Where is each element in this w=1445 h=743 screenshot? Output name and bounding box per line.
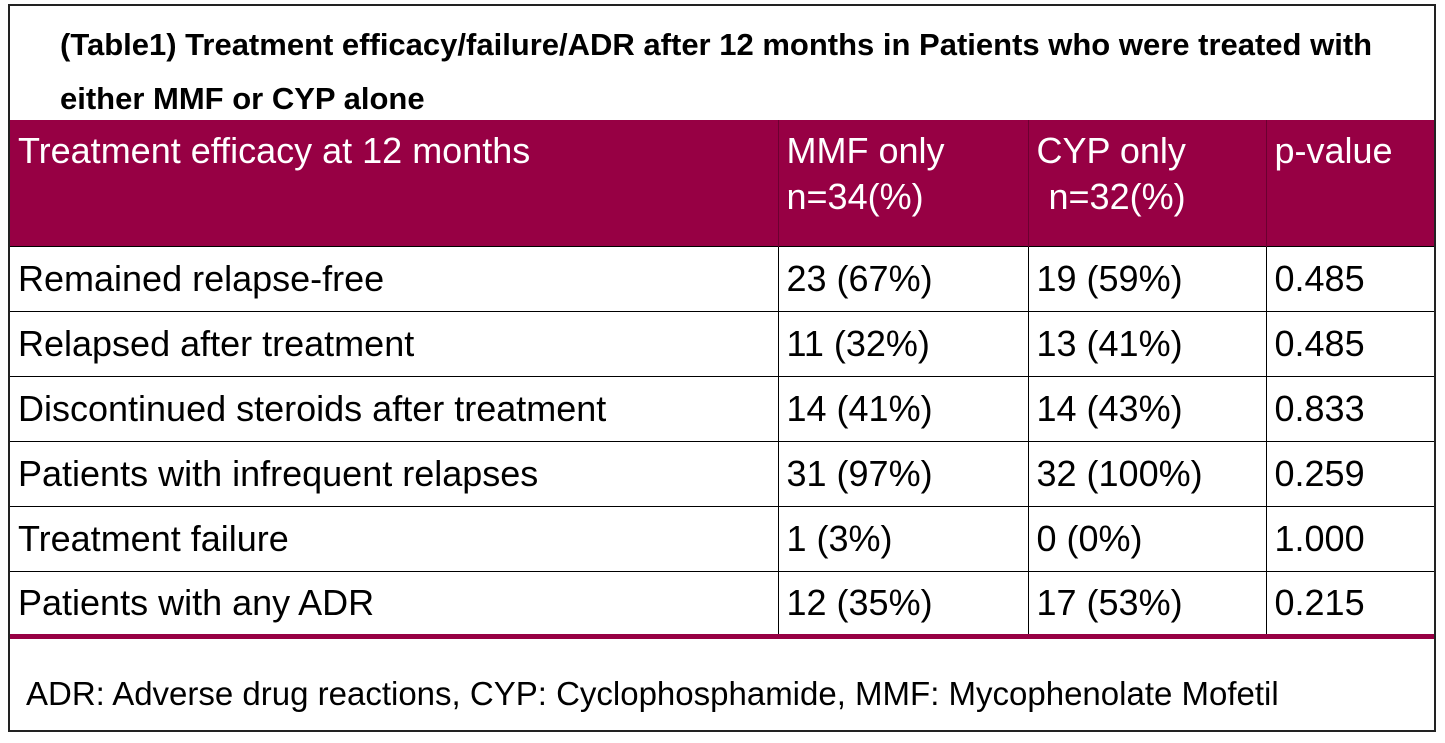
header-cyp-only: CYP only n=32(%) xyxy=(1028,120,1267,246)
header-p-value: p-value xyxy=(1266,120,1434,246)
row-label: Discontinued steroids after treatment xyxy=(10,375,779,441)
table-title: (Table1) Treatment efficacy/failure/ADR … xyxy=(60,27,1373,116)
table-row: Remained relapse-free 23 (67%) 19 (59%) … xyxy=(10,245,1434,311)
mmf-value: 14 (41%) xyxy=(778,375,1029,441)
p-value: 0.833 xyxy=(1266,375,1434,441)
header-treatment-efficacy: Treatment efficacy at 12 months xyxy=(10,120,779,246)
cyp-value: 14 (43%) xyxy=(1028,375,1267,441)
row-label: Relapsed after treatment xyxy=(10,310,779,376)
cyp-value: 32 (100%) xyxy=(1028,440,1267,506)
table-figure: (Table1) Treatment efficacy/failure/ADR … xyxy=(8,4,1436,732)
p-value: 0.485 xyxy=(1266,310,1434,376)
cyp-value: 13 (41%) xyxy=(1028,310,1267,376)
table-row: Treatment failure 1 (3%) 0 (0%) 1.000 xyxy=(10,505,1434,571)
mmf-value: 31 (97%) xyxy=(778,440,1029,506)
table-row: Relapsed after treatment 11 (32%) 13 (41… xyxy=(10,310,1434,376)
header-mmf-only: MMF only n=34(%) xyxy=(778,120,1029,246)
mmf-value: 23 (67%) xyxy=(778,245,1029,311)
mmf-value: 1 (3%) xyxy=(778,505,1029,571)
cyp-value: 19 (59%) xyxy=(1028,245,1267,311)
results-table: Treatment efficacy at 12 months MMF only… xyxy=(10,120,1434,639)
table-footnote: ADR: Adverse drug reactions, CYP: Cyclop… xyxy=(26,675,1279,712)
row-label: Remained relapse-free xyxy=(10,245,779,311)
mmf-value: 12 (35%) xyxy=(778,570,1029,639)
p-value: 1.000 xyxy=(1266,505,1434,571)
p-value: 0.485 xyxy=(1266,245,1434,311)
row-label: Patients with any ADR xyxy=(10,570,779,639)
cyp-value: 17 (53%) xyxy=(1028,570,1267,639)
table-row: Patients with infrequent relapses 31 (97… xyxy=(10,440,1434,506)
table-row: Discontinued steroids after treatment 14… xyxy=(10,375,1434,441)
table-header-row: Treatment efficacy at 12 months MMF only… xyxy=(10,120,1434,246)
table-row: Patients with any ADR 12 (35%) 17 (53%) … xyxy=(10,570,1434,639)
row-label: Treatment failure xyxy=(10,505,779,571)
cyp-value: 0 (0%) xyxy=(1028,505,1267,571)
p-value: 0.259 xyxy=(1266,440,1434,506)
row-label: Patients with infrequent relapses xyxy=(10,440,779,506)
p-value: 0.215 xyxy=(1266,570,1434,639)
mmf-value: 11 (32%) xyxy=(778,310,1029,376)
